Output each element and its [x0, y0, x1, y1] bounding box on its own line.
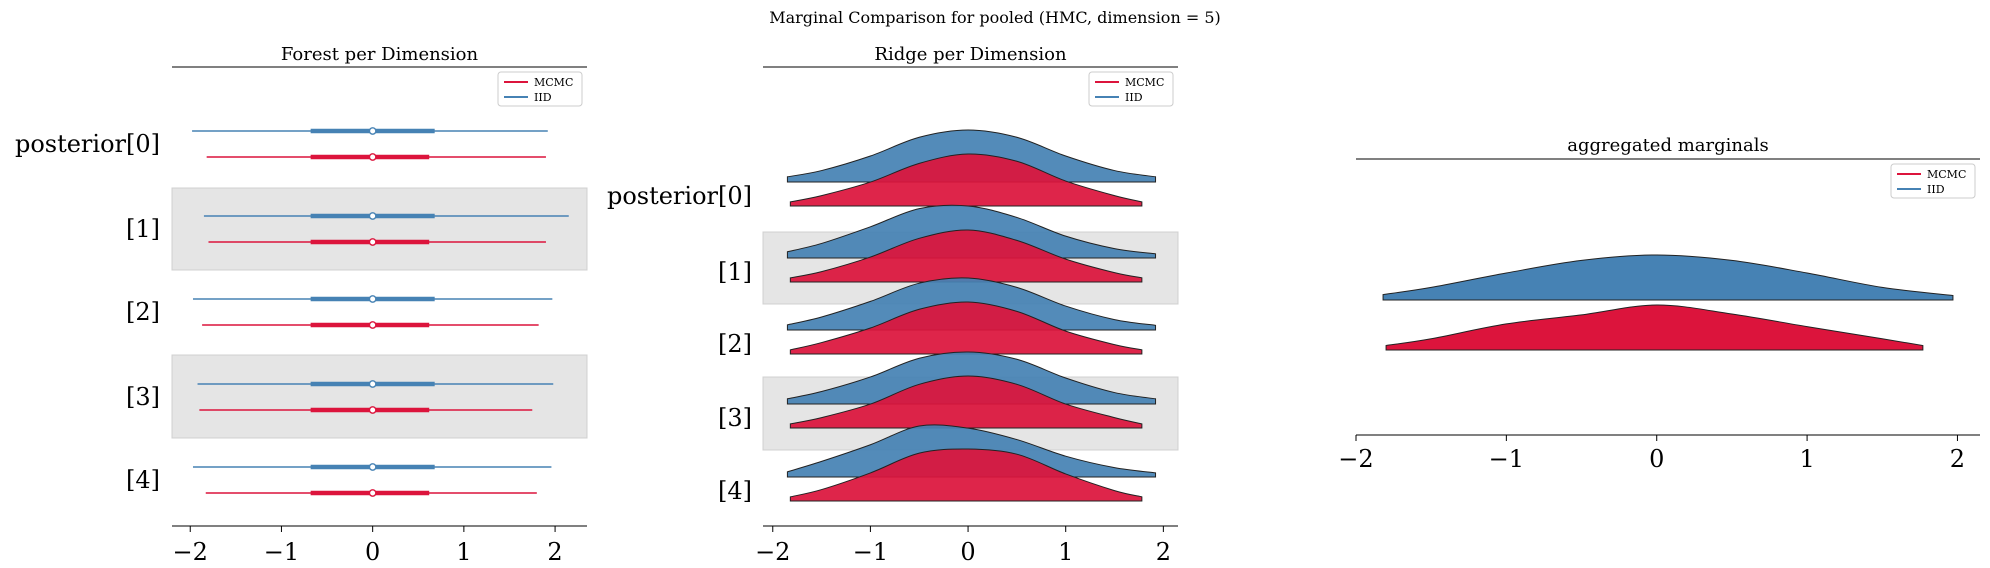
legend-label-iid: IID	[1927, 183, 1945, 196]
row-label: [2]	[718, 330, 752, 358]
x-tick-label: 1	[1799, 445, 1814, 473]
row-label: [3]	[126, 383, 160, 411]
row-label: [3]	[718, 404, 752, 432]
legend: MCMC IID	[497, 71, 583, 107]
x-tick-label: 1	[1058, 538, 1073, 566]
median-point-mcmc	[368, 321, 377, 329]
median-point-iid	[368, 463, 377, 471]
median-point-mcmc	[368, 238, 377, 246]
panel-title: Forest per Dimension	[281, 44, 479, 65]
ridge-mcmc	[1385, 304, 1924, 351]
x-tick-label: −2	[173, 538, 208, 566]
x-tick-label: −1	[264, 538, 299, 566]
ridge-mcmc	[789, 229, 1143, 283]
x-tick-label: 0	[365, 538, 380, 566]
median-point-iid	[368, 212, 377, 220]
legend-label-iid: IID	[534, 91, 552, 104]
ridge-mcmc	[789, 448, 1143, 502]
median-point-mcmc	[368, 489, 377, 497]
median-point-iid	[368, 380, 377, 388]
row-label: [1]	[718, 258, 752, 286]
row-label: [4]	[126, 466, 160, 494]
row-band	[171, 187, 588, 271]
ridge-mcmc	[789, 301, 1143, 355]
legend-label-iid: IID	[1125, 91, 1143, 104]
x-tick-label: 2	[547, 538, 562, 566]
panel-title: Ridge per Dimension	[874, 44, 1067, 65]
x-tick-label: 2	[1156, 538, 1171, 566]
median-point-mcmc	[368, 406, 377, 414]
row-label: [4]	[718, 477, 752, 505]
x-tick-label: 0	[1649, 445, 1664, 473]
row-label: posterior[0]	[15, 130, 160, 158]
median-point-iid	[368, 127, 377, 135]
row-label: [2]	[126, 298, 160, 326]
x-tick-label: −1	[853, 538, 888, 566]
legend-label-mcmc: MCMC	[1927, 168, 1966, 181]
x-tick-label: 1	[456, 538, 471, 566]
ridge-mcmc	[789, 375, 1143, 429]
legend: MCMC IID	[1088, 71, 1174, 107]
ridge-mcmc	[789, 153, 1143, 207]
x-tick-label: −2	[755, 538, 790, 566]
legend-label-mcmc: MCMC	[534, 76, 573, 89]
x-tick-label: 2	[1950, 445, 1965, 473]
figure-title: Marginal Comparison for pooled (HMC, dim…	[769, 8, 1221, 27]
row-label: posterior[0]	[607, 182, 752, 210]
row-label: [1]	[126, 215, 160, 243]
median-point-iid	[368, 295, 377, 303]
legend-label-mcmc: MCMC	[1125, 76, 1164, 89]
x-tick-label: −1	[1489, 445, 1524, 473]
median-point-mcmc	[368, 153, 377, 161]
row-band	[171, 354, 588, 439]
ridge-iid	[1382, 254, 1954, 301]
x-tick-label: −2	[1338, 445, 1373, 473]
panel-title: aggregated marginals	[1567, 135, 1768, 156]
x-tick-label: 0	[960, 538, 975, 566]
legend: MCMC IID	[1890, 163, 1976, 199]
